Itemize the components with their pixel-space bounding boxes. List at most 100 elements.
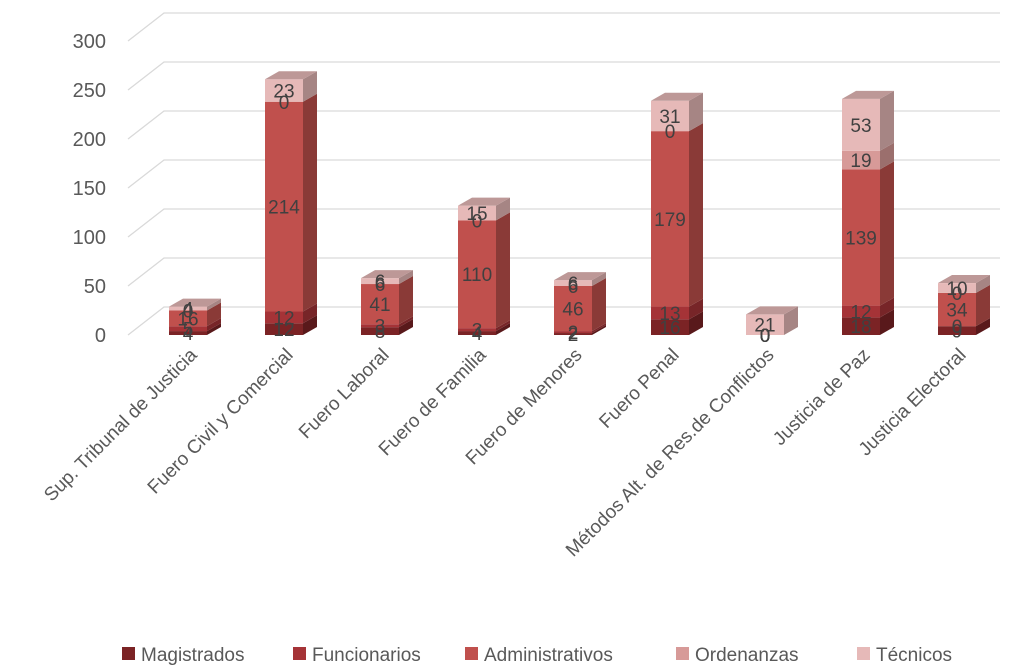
bar-segment-tecnicos: [938, 283, 976, 293]
bar-stack-fuero-de-familia: [458, 197, 510, 335]
legend-item-magistrados: Magistrados: [122, 645, 245, 666]
legend-swatch: [293, 647, 306, 660]
data-label-ordenanzas: 0: [952, 284, 963, 305]
bar-segment-administrativos-side: [496, 212, 510, 329]
data-label-funcionarios: 2: [568, 323, 579, 344]
y-axis-tick-labels: 0 50 100 150 200 250 300: [73, 31, 106, 347]
bar-segment-magistrados-side: [976, 318, 990, 335]
bar-segment-tecnicos: [842, 98, 880, 151]
data-label-funcionarios: 3: [472, 321, 483, 342]
bar-segment-tecnicos-side: [880, 90, 894, 151]
bar-segment-magistrados: [938, 326, 976, 335]
bar-segment-administrativos: [265, 101, 303, 312]
gridline: [127, 306, 1000, 336]
bar-segment-funcionarios-side: [207, 318, 221, 332]
category-label: Métodos Alt. de Res.de Conflictos: [562, 345, 778, 561]
bar-top-cap: [842, 90, 894, 99]
bar-segment-tecnicos-side: [303, 71, 317, 102]
bar-segment-magistrados: [554, 333, 592, 335]
category-label: Justicia Electoral: [855, 345, 971, 461]
legend-swatch: [465, 647, 478, 660]
data-label-tecnicos: 10: [946, 279, 967, 300]
bar-segment-magistrados-side: [689, 311, 703, 335]
bar-segment-tecnicos-side: [689, 92, 703, 132]
category-label: Fuero Penal: [595, 345, 683, 433]
data-label-magistrados: 16: [659, 318, 680, 339]
bar-segment-administrativos: [361, 284, 399, 325]
legend-item-administrativos: Administrativos: [465, 645, 613, 666]
data-label-tecnicos: 6: [568, 274, 579, 295]
data-label-magistrados: 4: [472, 324, 483, 345]
data-label-magistrados: 12: [273, 320, 294, 341]
gridlines: [127, 12, 1000, 336]
legend-swatch: [676, 647, 689, 660]
bar-segment-administrativos: [651, 131, 689, 307]
bar-top-cap: [938, 275, 990, 284]
gridline: [127, 208, 1000, 238]
data-label-administrativos: 179: [654, 210, 686, 231]
bar-segment-funcionarios-side: [880, 297, 894, 318]
gridline: [127, 257, 1000, 287]
bar-segment-administrativos: [554, 286, 592, 332]
gridline: [127, 110, 1000, 140]
bar-stack-fuero-de-menores: [554, 272, 606, 335]
bar-top-cap: [361, 270, 413, 279]
category-label: Fuero Laboral: [295, 345, 393, 443]
data-label-ordenanzas: 0: [760, 326, 771, 347]
bar-segment-tecnicos: [361, 278, 399, 285]
data-label-administrativos: 110: [462, 265, 492, 286]
y-tick-label: 200: [73, 129, 106, 151]
data-label-magistrados: 2: [568, 325, 579, 346]
bar-segment-administrativos: [458, 220, 496, 329]
bar-segment-funcionarios: [554, 331, 592, 334]
data-label-funcionarios: 0: [760, 326, 771, 347]
bar-segment-tecnicos: [651, 100, 689, 132]
legend-label: Técnicos: [876, 645, 952, 666]
gridline: [127, 159, 1000, 189]
bar-segment-magistrados-side: [207, 323, 221, 335]
bar-segment-funcionarios-side: [496, 320, 510, 332]
bar-segment-magistrados: [651, 319, 689, 335]
bar-segment-magistrados-side: [303, 315, 317, 335]
data-label-administrativos: 46: [562, 300, 583, 321]
bar-stack-fuero-penal: [651, 92, 703, 335]
bar-stack-fuero-laboral: [361, 270, 413, 335]
bar-segment-ordenanzas-side: [880, 142, 894, 170]
data-label-tecnicos: 31: [659, 107, 680, 128]
legend-swatch: [122, 647, 135, 660]
bar-segment-funcionarios-side: [399, 316, 413, 328]
legend-label: Ordenanzas: [695, 645, 799, 666]
data-label-funcionarios: 13: [659, 304, 680, 325]
data-label-funcionarios: 12: [850, 302, 871, 323]
bar-segment-tecnicos: [458, 205, 496, 221]
data-label-magistrados: 8: [375, 322, 386, 343]
bar-stacks: [169, 71, 990, 335]
bar-segment-funcionarios-side: [303, 303, 317, 324]
bar-segment-magistrados-side: [399, 319, 413, 335]
bar-segment-tecnicos-side: [496, 197, 510, 221]
data-label-administrativos: 139: [845, 228, 877, 249]
data-label-tecnicos: 23: [273, 81, 294, 102]
category-label: Justicia de Paz: [769, 345, 874, 450]
data-label-ordenanzas: 0: [279, 93, 290, 114]
bar-top-cap: [651, 92, 703, 101]
data-label-magistrados: 9: [952, 322, 963, 343]
data-label-ordenanzas: 6: [568, 277, 579, 298]
data-labels: 4516041212214023834166431100152246661613…: [177, 81, 968, 347]
bar-stack-justicia-de-paz: [842, 90, 894, 335]
bar-stack-justicia-electoral: [938, 275, 990, 335]
data-label-tecnicos: 53: [850, 116, 871, 137]
data-label-ordenanzas: 0: [183, 302, 194, 323]
bar-segment-funcionarios: [169, 326, 207, 332]
bar-segment-tecnicos: [746, 314, 784, 335]
data-label-tecnicos: 6: [375, 272, 386, 293]
bar-segment-funcionarios: [651, 306, 689, 320]
y-tick-label: 300: [73, 31, 106, 53]
data-label-funcionarios: 12: [273, 308, 294, 329]
bar-segment-magistrados: [361, 327, 399, 335]
bar-segment-magistrados: [842, 317, 880, 335]
bar-segment-administrativos: [938, 292, 976, 327]
data-label-tecnicos: 15: [466, 204, 487, 225]
